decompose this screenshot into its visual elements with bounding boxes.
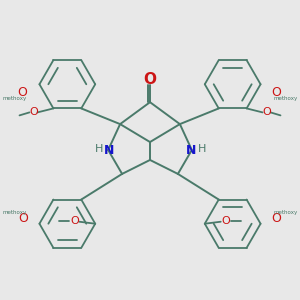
Text: methoxy: methoxy [273, 96, 298, 101]
Text: O: O [262, 107, 271, 117]
Text: N: N [186, 143, 196, 157]
Text: H: H [198, 144, 206, 154]
Text: methoxy: methoxy [2, 210, 27, 215]
Text: N: N [104, 143, 114, 157]
Text: O: O [272, 212, 281, 225]
Text: methoxy: methoxy [2, 96, 27, 101]
Text: H: H [95, 144, 103, 154]
Text: O: O [143, 72, 157, 87]
Text: O: O [70, 216, 79, 226]
Text: O: O [18, 86, 27, 99]
Text: O: O [221, 216, 230, 226]
Text: O: O [19, 212, 28, 225]
Text: O: O [29, 107, 38, 117]
Text: methoxy: methoxy [273, 210, 298, 215]
Text: O: O [272, 86, 281, 99]
